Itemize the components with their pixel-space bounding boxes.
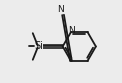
Text: N: N [68,26,75,35]
Text: Si: Si [34,42,43,51]
Text: N: N [57,5,64,14]
